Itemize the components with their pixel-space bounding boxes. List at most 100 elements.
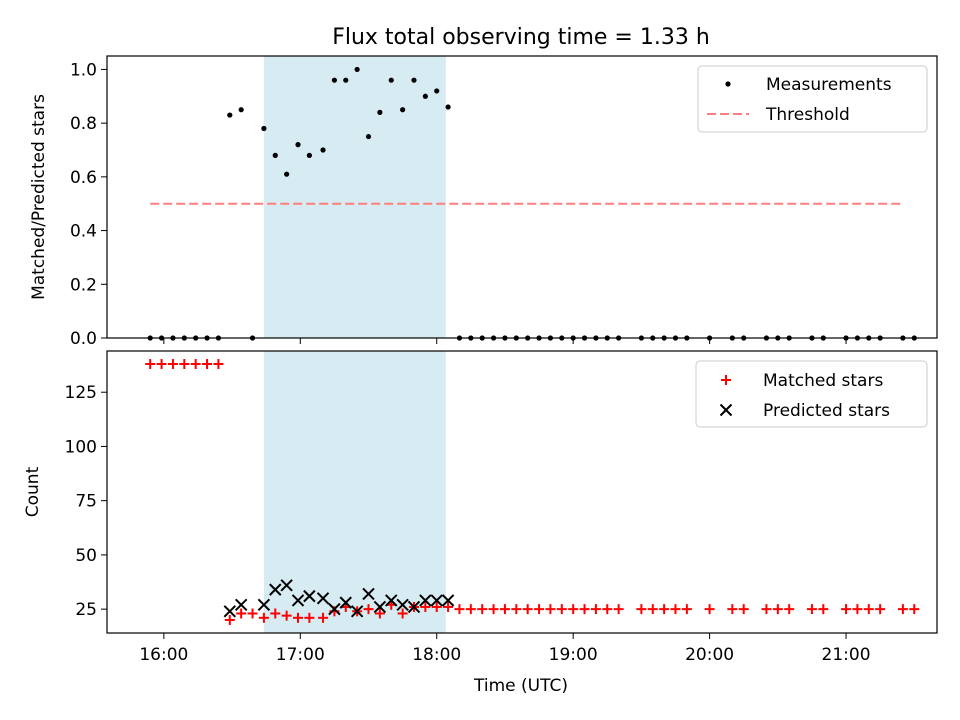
predicted-star-point <box>419 594 432 607</box>
matched-star-point <box>374 608 385 619</box>
matched-star-point <box>681 604 692 615</box>
top-legend: Measurements Threshold <box>697 65 928 133</box>
matched-star-point <box>704 604 715 615</box>
measurement-point <box>306 152 312 158</box>
matched-star-point <box>190 359 201 370</box>
matched-star-point <box>659 604 670 615</box>
predicted-star-point <box>316 592 330 605</box>
predicted-star-point <box>257 598 271 612</box>
matched-star-point <box>167 359 178 370</box>
y-tick-label: 0.4 <box>70 222 97 242</box>
measurement-point <box>295 142 301 148</box>
x-tick-label: 17:00 <box>276 645 325 665</box>
measurement-point <box>331 77 337 83</box>
legend-box <box>697 65 928 133</box>
measurement-point <box>365 133 372 140</box>
y-tick-label: 25 <box>75 600 97 620</box>
legend-marker-predicted <box>719 403 733 417</box>
matched-star-point <box>806 604 817 615</box>
matched-star-point <box>281 610 292 621</box>
top-axes-frame <box>106 55 938 339</box>
bottom-legend: Matched stars Predicted stars <box>695 360 928 428</box>
measurement-point <box>400 107 406 113</box>
matched-star-point <box>304 612 315 623</box>
measurement-point <box>261 125 267 132</box>
matched-star-point <box>247 608 258 619</box>
predicted-star-point <box>373 600 387 614</box>
top-y-axis-label: Matched/Predicted stars <box>29 94 49 300</box>
predicted-star-point <box>430 594 443 607</box>
y-tick-label: 75 <box>75 492 97 512</box>
legend-label-predicted: Predicted stars <box>763 401 890 421</box>
matched-star-point <box>761 604 772 615</box>
matched-star-point <box>897 604 908 615</box>
matched-star-point <box>772 604 783 615</box>
matched-star-point <box>363 604 374 615</box>
measurement-point <box>422 93 428 99</box>
matched-star-point <box>545 604 556 615</box>
predicted-star-point <box>269 583 282 596</box>
matched-star-point <box>236 608 247 619</box>
matched-star-point <box>534 604 545 615</box>
x-tick-label: 20:00 <box>685 645 734 665</box>
matched-star-point <box>647 604 658 615</box>
measurement-point <box>238 107 244 113</box>
predicted-star-point <box>385 594 398 607</box>
predicted-star-point <box>396 598 409 612</box>
matched-star-point <box>443 601 454 612</box>
matched-star-point <box>145 359 156 370</box>
predicted-star-point <box>441 594 455 607</box>
matched-star-point <box>258 612 269 623</box>
y-tick-label: 50 <box>75 546 97 566</box>
matched-star-point <box>179 359 190 370</box>
matched-star-point <box>784 604 795 615</box>
measurement-point <box>343 77 349 83</box>
matched-star-point <box>636 604 647 615</box>
legend-marker-measurements <box>725 81 731 87</box>
predicted-star-point <box>339 596 352 609</box>
shaded-region <box>263 56 446 338</box>
y-tick-label: 0.8 <box>70 114 97 134</box>
shaded-region <box>263 351 446 633</box>
bottom-panel: 25 50 75 100 125 16:00 17:00 18:00 19:00 20:00 21:… <box>65 350 938 665</box>
matched-star-point <box>213 359 224 370</box>
measurement-point <box>320 147 326 153</box>
matched-star-point <box>602 604 613 615</box>
matched-star-point <box>202 359 213 370</box>
measurement-point <box>284 171 290 177</box>
predicted-star-point <box>407 600 421 614</box>
matched-star-point <box>556 604 567 615</box>
matched-star-point <box>454 604 465 615</box>
matched-star-point <box>522 604 533 615</box>
matched-star-point <box>270 608 281 619</box>
y-tick-label: 125 <box>65 383 97 403</box>
matched-star-point <box>224 614 235 625</box>
matched-star-point <box>465 604 476 615</box>
bottom-y-axis-label: Count <box>23 466 43 517</box>
top-panel: 0.0 0.2 0.4 0.6 0.8 1.0 Measurements Threshold <box>70 55 938 349</box>
matched-star-point <box>293 612 304 623</box>
legend-label-measurements: Measurements <box>766 75 892 95</box>
matched-star-point <box>420 601 431 612</box>
matched-star-point <box>397 608 408 619</box>
x-axis-label: Time (UTC) <box>473 676 568 696</box>
measurement-point <box>377 109 383 115</box>
matched-star-point <box>841 604 852 615</box>
legend-label-matched: Matched stars <box>763 371 883 391</box>
x-tick-label: 18:00 <box>412 645 461 665</box>
x-tick-label: 21:00 <box>822 645 871 665</box>
matched-star-point <box>590 604 601 615</box>
matched-star-point <box>875 604 886 615</box>
matched-star-point <box>488 604 499 615</box>
predicted-star-point <box>223 605 237 618</box>
matched-star-point <box>909 604 920 615</box>
matched-star-point <box>852 604 863 615</box>
predicted-star-point <box>234 598 248 612</box>
matched-star-point <box>863 604 874 615</box>
x-tick-label: 19:00 <box>549 645 598 665</box>
y-tick-label: 0.2 <box>70 275 97 295</box>
legend-label-threshold: Threshold <box>765 105 850 125</box>
matched-star-point <box>431 601 442 612</box>
y-tick-label: 0.6 <box>70 168 97 188</box>
matched-star-point <box>579 604 590 615</box>
